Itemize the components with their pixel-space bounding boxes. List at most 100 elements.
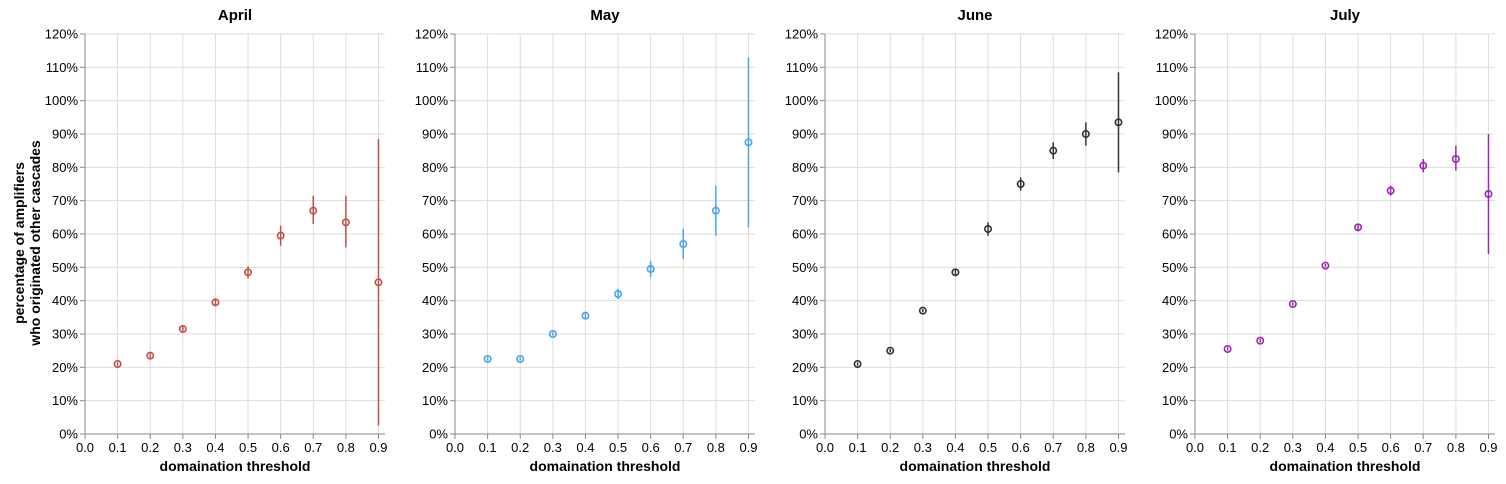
y-tick-label: 110% — [1156, 60, 1189, 75]
panel-title: April — [218, 7, 252, 24]
y-tick-label: 50% — [1162, 260, 1188, 275]
y-tick-label: 100% — [785, 93, 819, 108]
x-axis-title: domaination threshold — [900, 458, 1051, 474]
x-tick-label: 0.7 — [1414, 440, 1432, 455]
y-tick-label: 0% — [59, 427, 78, 442]
x-tick-label: 0.3 — [1284, 440, 1302, 455]
y-tick-label: 20% — [792, 360, 818, 375]
y-tick-label: 90% — [1162, 127, 1188, 142]
y-axis-title: percentage of amplifiers who originated … — [11, 140, 43, 347]
panel-april: 0% 10% 20% 30% 40% 50% 60% 70% 80% 90% 100% 110% 120… — [45, 7, 388, 474]
x-tick-label: 0.6 — [642, 440, 660, 455]
panel-may: 0% 10% 20% 30% 40% 50% 60% 70% 80% 90% 100% 110% 120… — [415, 7, 758, 474]
data-point — [1049, 146, 1058, 155]
data-point — [581, 311, 590, 320]
data-point — [113, 359, 122, 368]
y-tick-label: 60% — [52, 227, 78, 242]
y-tick-label: 100% — [1155, 93, 1189, 108]
x-tick-label: 0.6 — [1382, 440, 1400, 455]
x-tick-label: 0.6 — [272, 440, 290, 455]
x-tick-label: 0.8 — [1077, 440, 1095, 455]
data-point — [984, 225, 993, 234]
data-point — [1256, 336, 1265, 345]
data-point — [276, 231, 285, 240]
x-tick-label: 0.9 — [1109, 440, 1127, 455]
y-tick-label: 10% — [792, 393, 818, 408]
y-tick-label: 40% — [1162, 293, 1188, 308]
y-tick-label: 50% — [792, 260, 818, 275]
x-tick-label: 0.9 — [1479, 440, 1497, 455]
x-tick-label: 0.3 — [544, 440, 562, 455]
x-tick-label: 0.1 — [849, 440, 867, 455]
y-tick-label: 40% — [52, 293, 78, 308]
x-axis-title: domaination threshold — [160, 458, 311, 474]
data-point — [483, 354, 492, 363]
y-axis-title-line-2: who originated other cascades — [27, 140, 43, 347]
data-point — [886, 346, 895, 355]
data-point — [1114, 118, 1123, 127]
y-tick-label: 80% — [1162, 160, 1188, 175]
y-tick-label: 30% — [792, 327, 818, 342]
x-tick-label: 0.4 — [576, 440, 594, 455]
x-tick-label: 0.8 — [337, 440, 355, 455]
x-tick-label: 0.5 — [1349, 440, 1367, 455]
x-tick-label: 0.7 — [1044, 440, 1062, 455]
data-point — [951, 268, 960, 277]
data-point — [614, 289, 623, 298]
chart-panels: 0% 10% 20% 30% 40% 50% 60% 70% 80% 90% 100% 110% 120… — [45, 7, 1498, 474]
y-axis-title-line-1: percentage of amplifiers — [11, 162, 27, 324]
data-point — [374, 278, 383, 287]
panel-title: June — [957, 7, 992, 24]
y-tick-label: 20% — [1162, 360, 1188, 375]
panel-title: July — [1330, 7, 1361, 24]
x-tick-label: 0.2 — [141, 440, 159, 455]
y-tick-label: 70% — [1162, 193, 1188, 208]
y-tick-label: 90% — [792, 127, 818, 142]
y-tick-label: 120% — [45, 27, 79, 42]
y-tick-label: 110% — [46, 60, 79, 75]
x-axis-title: domaination threshold — [1270, 458, 1421, 474]
data-point — [1386, 186, 1395, 195]
data-point — [548, 329, 557, 338]
y-tick-label: 70% — [52, 193, 78, 208]
y-tick-label: 100% — [45, 93, 79, 108]
x-tick-label: 0.3 — [914, 440, 932, 455]
y-tick-label: 10% — [52, 393, 78, 408]
data-point — [1451, 155, 1460, 164]
y-tick-label: 90% — [52, 127, 78, 142]
x-tick-label: 0.9 — [369, 440, 387, 455]
data-point — [853, 359, 862, 368]
data-point — [516, 354, 525, 363]
data-point — [918, 306, 927, 315]
y-tick-label: 80% — [792, 160, 818, 175]
data-point — [211, 298, 220, 307]
data-point — [646, 264, 655, 273]
y-tick-label: 100% — [415, 93, 449, 108]
y-tick-label: 80% — [422, 160, 448, 175]
y-tick-label: 80% — [52, 160, 78, 175]
x-tick-label: 0.1 — [109, 440, 127, 455]
x-tick-label: 0.3 — [174, 440, 192, 455]
x-tick-label: 0.0 — [76, 440, 94, 455]
y-tick-label: 20% — [52, 360, 78, 375]
data-point — [309, 206, 318, 215]
data-point — [1354, 223, 1363, 232]
y-tick-label: 60% — [1162, 227, 1188, 242]
y-tick-label: 60% — [792, 227, 818, 242]
data-point — [1484, 190, 1493, 199]
y-tick-label: 40% — [792, 293, 818, 308]
y-tick-label: 30% — [52, 327, 78, 342]
data-point — [711, 206, 720, 215]
y-tick-label: 120% — [415, 27, 449, 42]
x-tick-label: 0.8 — [707, 440, 725, 455]
y-tick-label: 110% — [416, 60, 449, 75]
x-tick-label: 0.2 — [881, 440, 899, 455]
y-tick-label: 110% — [786, 60, 819, 75]
x-tick-label: 0.1 — [1219, 440, 1237, 455]
y-tick-label: 50% — [52, 260, 78, 275]
y-tick-label: 0% — [799, 427, 818, 442]
data-point — [1016, 180, 1025, 189]
y-tick-label: 70% — [422, 193, 448, 208]
